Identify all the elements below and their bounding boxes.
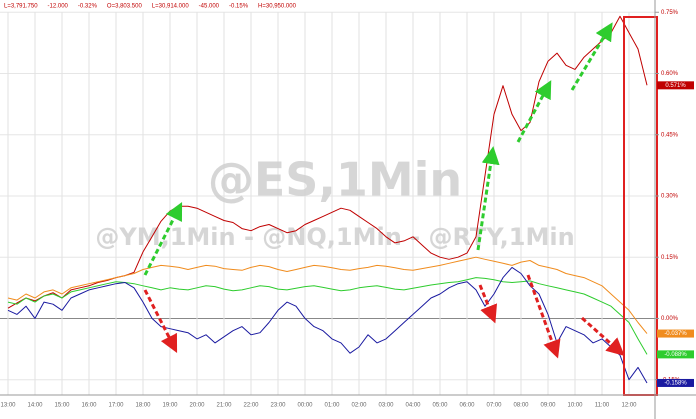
y-tick-label: 0.75%	[661, 10, 679, 16]
series-line	[7, 256, 648, 334]
x-tick-label: 03:00	[378, 403, 394, 409]
last-value-tag	[657, 350, 694, 359]
y-tick-label: 0.15%	[661, 255, 679, 261]
x-tick-label: 21:00	[216, 403, 232, 409]
x-tick-label: 09:00	[540, 403, 556, 409]
arrow-down	[478, 284, 498, 324]
last-value-label: -0.088%	[664, 352, 687, 358]
watermark-subtitle: @YM,1Min - @NQ,1Min - @RTY,1Min	[95, 223, 574, 251]
arrow-down	[526, 274, 561, 359]
series-line	[7, 277, 648, 355]
x-tick-label: 15:00	[54, 403, 70, 409]
last-value-tag	[657, 81, 694, 90]
x-tick-label: 20:00	[189, 403, 205, 409]
last-value-label: -0.037%	[664, 331, 687, 337]
x-tick-label: 10:00	[567, 403, 583, 409]
header-item: L=30,914.000	[152, 4, 190, 10]
arrow-up	[476, 146, 500, 251]
arrow-up	[143, 201, 183, 276]
last-value-label: -0.158%	[664, 381, 687, 387]
last-value-tag	[657, 378, 694, 387]
x-tick-label: 02:00	[351, 403, 367, 409]
arrow-down	[581, 316, 625, 356]
x-tick-label: 18:00	[135, 403, 151, 409]
x-tick-label: 01:00	[324, 403, 340, 409]
x-tick-label: 07:00	[486, 403, 502, 409]
x-tick-label: 13:00	[0, 403, 16, 409]
x-tick-label: 14:00	[27, 403, 43, 409]
arrow-up	[570, 22, 613, 91]
y-tick-label: 0.30%	[661, 194, 679, 200]
series-line	[7, 266, 648, 384]
header-item: -45.000	[199, 4, 220, 10]
header-item: O=3,803.500	[107, 4, 143, 10]
y-tick-label: 0.45%	[661, 132, 679, 138]
grid	[0, 11, 655, 395]
x-tick-label: 05:00	[432, 403, 448, 409]
x-tick-label: 06:00	[459, 403, 475, 409]
x-tick-label: 04:00	[405, 403, 421, 409]
header-item: -0.15%	[229, 4, 249, 10]
x-tick-label: 00:00	[297, 403, 313, 409]
header-item: L=3,791.750	[4, 4, 38, 10]
header-item: H=30,950.000	[258, 4, 297, 10]
y-tick-label: 0.00%	[661, 316, 679, 322]
x-tick-label: 08:00	[513, 403, 529, 409]
axes: 0.75%0.60%0.45%0.30%0.15%0.00%-0.15%13:0…	[0, 10, 694, 409]
x-tick-label: 19:00	[162, 403, 178, 409]
header-item: -12.000	[48, 4, 69, 10]
x-tick-label: 17:00	[108, 403, 124, 409]
last-value-tag	[657, 329, 694, 338]
x-tick-label: 12:00	[621, 403, 637, 409]
last-value-label: 0.571%	[665, 83, 686, 89]
x-tick-label: 11:00	[595, 403, 610, 409]
x-tick-label: 16:00	[81, 403, 97, 409]
arrow-up	[516, 80, 552, 143]
header-item: -0.32%	[78, 4, 98, 10]
header: L=3,791.750 -12.000 -0.32% O=3,803.500 L=30,…	[4, 4, 297, 10]
y-tick-label: 0.60%	[661, 71, 679, 77]
watermark-title: @ES,1Min	[208, 153, 462, 207]
x-tick-label: 22:00	[243, 403, 259, 409]
x-tick-label: 23:00	[270, 403, 286, 409]
arrow-down	[143, 289, 178, 354]
lines	[7, 15, 648, 384]
